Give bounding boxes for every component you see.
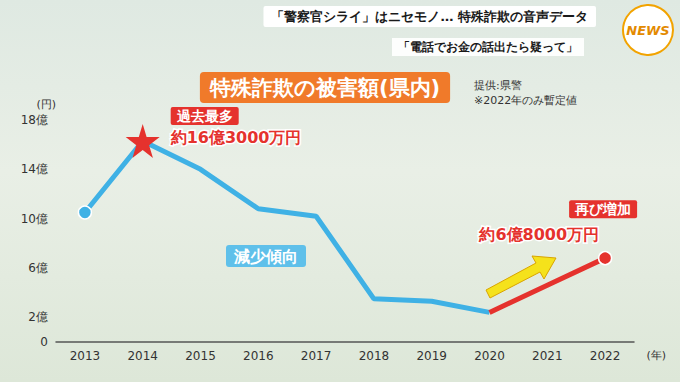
- svg-text:特殊詐欺の被害額(県内): 特殊詐欺の被害額(県内): [209, 76, 440, 100]
- svg-text:約16億3000万円: 約16億3000万円: [170, 128, 302, 147]
- svg-text:※2022年のみ暫定値: ※2022年のみ暫定値: [474, 94, 577, 107]
- svg-text:提供:県警: 提供:県警: [474, 79, 522, 92]
- svg-text:2022: 2022: [590, 349, 621, 363]
- svg-text:NEWS: NEWS: [626, 23, 669, 38]
- svg-text:14億: 14億: [21, 162, 48, 176]
- svg-text:2020: 2020: [474, 349, 505, 363]
- svg-text:10億: 10億: [21, 212, 48, 226]
- svg-text:2019: 2019: [416, 349, 447, 363]
- svg-text:2021: 2021: [532, 349, 563, 363]
- svg-text:6億: 6億: [28, 261, 48, 275]
- svg-text:「警察官シライ」はニセモノ… 特殊詐欺の音声データ: 「警察官シライ」はニセモノ… 特殊詐欺の音声データ: [271, 9, 588, 24]
- svg-text:2015: 2015: [185, 349, 216, 363]
- svg-text:18億: 18億: [21, 113, 48, 127]
- svg-text:約6億8000万円: 約6億8000万円: [478, 225, 599, 244]
- svg-text:0: 0: [40, 335, 48, 349]
- svg-text:2013: 2013: [70, 349, 101, 363]
- svg-text:(円): (円): [36, 98, 56, 111]
- svg-text:2億: 2億: [28, 310, 48, 324]
- svg-text:過去最多: 過去最多: [176, 108, 233, 124]
- svg-text:2018: 2018: [359, 349, 390, 363]
- svg-text:2016: 2016: [243, 349, 274, 363]
- svg-text:2017: 2017: [301, 349, 332, 363]
- svg-text:(年): (年): [646, 349, 666, 362]
- svg-text:2014: 2014: [127, 349, 158, 363]
- svg-text:再び増加: 再び増加: [574, 201, 631, 217]
- svg-text:「電話でお金の話出たら疑って」: 「電話でお金の話出たら疑って」: [398, 40, 578, 54]
- svg-text:減少傾向: 減少傾向: [233, 247, 298, 266]
